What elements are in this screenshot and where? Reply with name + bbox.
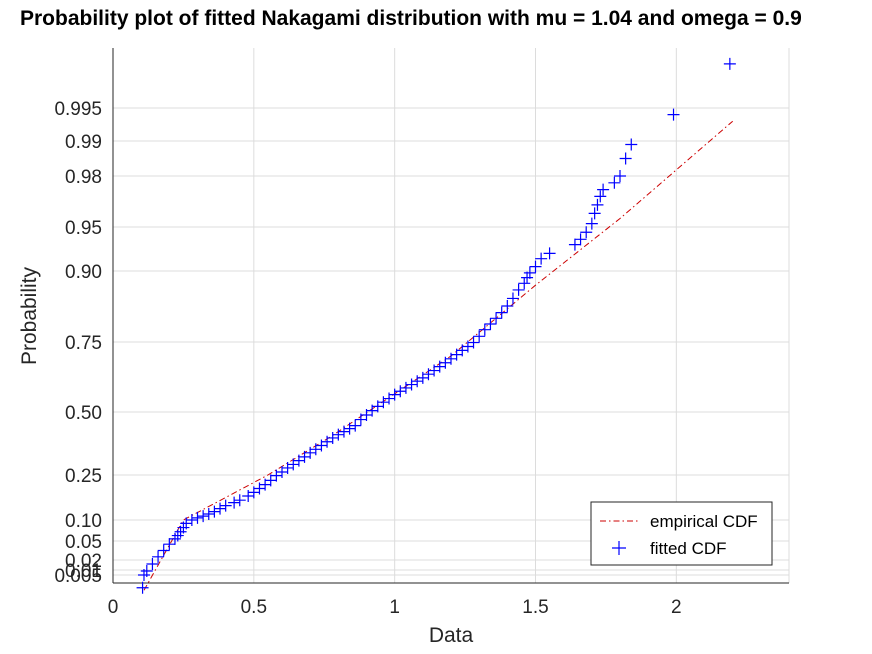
fitted-cdf-point bbox=[608, 176, 621, 189]
fitted-cdf-point bbox=[332, 428, 345, 441]
legend-marker-swatch bbox=[612, 541, 626, 555]
fitted-cdf-point bbox=[163, 538, 176, 551]
fitted-cdf-point bbox=[518, 277, 531, 290]
fitted-cdf-point bbox=[411, 375, 424, 388]
y-gridlines bbox=[113, 107, 789, 576]
fitted-cdf-point bbox=[191, 511, 204, 524]
fitted-cdf-point bbox=[529, 260, 542, 273]
y-tick-label: 0.50 bbox=[65, 403, 102, 424]
fitted-cdf-point bbox=[512, 283, 525, 296]
fitted-cdf-point bbox=[580, 226, 593, 239]
fitted-cdf-point bbox=[208, 505, 221, 518]
y-tick-label: 0.75 bbox=[65, 333, 102, 354]
fitted-cdf-point bbox=[523, 266, 536, 279]
x-tick-labels: 0 0.5 1 1.5 2 bbox=[108, 597, 682, 618]
legend: empirical CDF fitted CDF bbox=[590, 501, 773, 566]
fitted-cdf-point bbox=[185, 514, 198, 526]
fitted-cdf-point bbox=[228, 496, 241, 509]
y-tick-label: 0.005 bbox=[54, 566, 102, 587]
fitted-cdf-point bbox=[597, 183, 610, 196]
fitted-cdf-point bbox=[614, 170, 626, 182]
fitted-cdf-point bbox=[405, 378, 418, 391]
fitted-cdf-point bbox=[625, 138, 638, 151]
fitted-cdf-point bbox=[495, 306, 508, 319]
fitted-cdf-point bbox=[521, 271, 534, 284]
fitted-cdf-point bbox=[484, 318, 497, 331]
x-tick-label: 0 bbox=[108, 597, 119, 618]
y-tick-label: 0.10 bbox=[65, 511, 102, 532]
fitted-cdf-point bbox=[146, 558, 159, 570]
fitted-cdf-point bbox=[585, 217, 598, 230]
y-tick-label: 0.99 bbox=[65, 132, 102, 153]
y-tick-label: 0.90 bbox=[65, 262, 102, 283]
y-axis-label: Probability bbox=[18, 266, 41, 365]
legend-entry-empirical-cdf: empirical CDF bbox=[650, 512, 758, 531]
fitted-cdf-point bbox=[723, 57, 736, 70]
fitted-cdf-point bbox=[543, 247, 556, 260]
fitted-cdf-point bbox=[490, 312, 503, 325]
fitted-cdf-point bbox=[588, 207, 601, 220]
y-tick-label: 0.95 bbox=[65, 218, 102, 239]
fitted-cdf-point bbox=[140, 565, 153, 577]
fitted-cdf-point bbox=[535, 252, 548, 265]
fitted-cdf-point bbox=[349, 419, 362, 432]
fitted-cdf-point bbox=[568, 238, 581, 251]
fitted-cdf-point bbox=[473, 330, 486, 343]
y-tick-label: 0.98 bbox=[65, 167, 102, 188]
fitted-cdf-point bbox=[388, 388, 401, 401]
legend-entry-fitted-cdf: fitted CDF bbox=[650, 539, 727, 558]
fitted-cdf-point bbox=[619, 152, 632, 165]
fitted-cdf-point bbox=[136, 581, 149, 594]
fitted-cdf-point bbox=[152, 550, 165, 563]
fitted-cdf-point bbox=[667, 108, 680, 121]
fitted-cdf-point bbox=[180, 517, 193, 530]
fitted-cdf-point bbox=[594, 190, 607, 203]
fitted-cdf-point bbox=[214, 502, 227, 515]
fitted-cdf-point bbox=[202, 508, 215, 520]
x-tick-label: 1 bbox=[389, 597, 400, 618]
legend-box bbox=[590, 501, 773, 566]
x-tick-label: 1.5 bbox=[522, 597, 548, 618]
x-tick-label: 0.5 bbox=[241, 597, 267, 618]
fitted-cdf-point bbox=[501, 300, 514, 313]
y-tick-label: 0.02 bbox=[65, 551, 102, 572]
y-tick-label: 0.01 bbox=[65, 561, 102, 582]
fitted-cdf-point bbox=[574, 233, 587, 246]
fitted-cdf-point bbox=[168, 532, 181, 545]
x-axis-label: Data bbox=[429, 624, 474, 647]
fitted-cdf-point bbox=[591, 198, 604, 211]
fitted-cdf-point bbox=[506, 292, 519, 305]
chart-title: Probability plot of fitted Nakagami dist… bbox=[20, 7, 802, 30]
fitted-cdf-point bbox=[337, 425, 350, 438]
fitted-cdf-series bbox=[136, 57, 736, 594]
fitted-cdf-point bbox=[157, 544, 170, 557]
fitted-cdf-point bbox=[233, 494, 246, 507]
fitted-cdf-point bbox=[467, 336, 480, 349]
y-tick-label: 0.995 bbox=[54, 99, 102, 120]
y-tick-label: 0.05 bbox=[65, 532, 102, 553]
x-tick-label: 2 bbox=[671, 597, 682, 618]
fitted-cdf-point bbox=[343, 422, 356, 435]
fitted-cdf-point bbox=[264, 474, 277, 487]
fitted-cdf-point bbox=[197, 510, 210, 523]
y-tick-label: 0.25 bbox=[65, 466, 102, 487]
fitted-cdf-point bbox=[478, 323, 491, 336]
fitted-cdf-point bbox=[394, 385, 407, 398]
fitted-cdf-point bbox=[399, 381, 412, 394]
fitted-cdf-point bbox=[219, 499, 232, 512]
fitted-cdf-point bbox=[326, 431, 339, 444]
